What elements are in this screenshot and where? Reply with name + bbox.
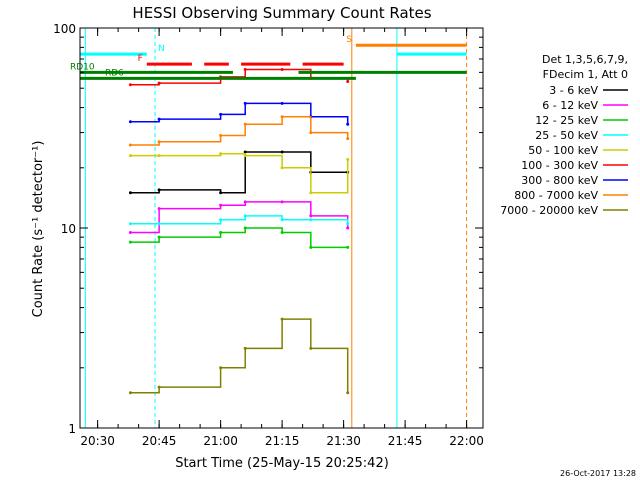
flag-label: RD6: [105, 68, 124, 78]
legend-entry-label: 50 - 100 keV: [528, 144, 598, 157]
data-point: [309, 245, 313, 249]
x-tick-label: 21:00: [203, 434, 238, 448]
data-point: [157, 188, 161, 192]
x-axis-label: Start Time (25-May-15 20:25:42): [175, 456, 389, 471]
data-point: [219, 366, 223, 370]
data-point: [346, 222, 350, 226]
legend-entry-label: 12 - 25 keV: [535, 114, 598, 127]
series-line: [130, 201, 349, 234]
legend-entry-label: 6 - 12 keV: [542, 99, 598, 112]
data-point: [243, 226, 247, 230]
data-point: [219, 134, 223, 138]
data-point: [128, 391, 132, 395]
footer-timestamp: 26-Oct-2017 13:28: [560, 469, 636, 478]
data-point: [346, 158, 350, 162]
data-point: [309, 191, 313, 195]
data-point: [280, 150, 284, 154]
data-point: [157, 385, 161, 389]
data-point: [128, 230, 132, 234]
data-point: [280, 166, 284, 170]
data-point: [157, 222, 161, 226]
data-point: [280, 317, 284, 321]
data-point: [346, 245, 350, 249]
data-point: [157, 140, 161, 144]
series-line: [130, 115, 349, 146]
data-point: [219, 112, 223, 116]
data-point: [219, 191, 223, 195]
data-point: [243, 68, 247, 72]
x-tick-label: 21:45: [388, 434, 423, 448]
data-point: [219, 230, 223, 234]
data-point: [157, 81, 161, 85]
x-tick-label: 21:15: [265, 434, 300, 448]
legend-header-line-2: FDecim 1, Att 0: [543, 68, 628, 81]
data-point: [128, 222, 132, 226]
series-line: [130, 102, 349, 125]
series-line: [130, 227, 348, 249]
legend-entry-label: 100 - 300 keV: [521, 159, 598, 172]
data-point: [309, 346, 313, 350]
data-point: [243, 346, 247, 350]
data-point: [346, 122, 350, 126]
data-point: [128, 143, 132, 147]
series-line: [130, 151, 348, 194]
series-line: [130, 318, 349, 394]
flag-label: RD10: [70, 62, 95, 72]
legend-entry-label: 3 - 6 keV: [549, 84, 598, 97]
data-point: [243, 200, 247, 204]
data-point: [157, 154, 161, 158]
data-point: [157, 235, 161, 239]
data-point: [280, 68, 284, 72]
data-point: [243, 214, 247, 218]
data-point: [346, 137, 350, 141]
data-point: [346, 226, 350, 230]
data-point: [128, 154, 132, 158]
chart-title: HESSI Observing Summary Count Rates: [132, 4, 431, 22]
data-point: [219, 203, 223, 207]
data-point: [128, 83, 132, 87]
y-tick-label: 1: [68, 422, 76, 436]
data-point: [243, 154, 247, 158]
y-tick-label: 10: [61, 222, 76, 236]
data-point: [346, 80, 350, 84]
x-tick-label: 20:45: [142, 434, 177, 448]
data-point: [128, 240, 132, 244]
data-point: [128, 120, 132, 124]
data-point: [280, 115, 284, 119]
flag-label: F: [138, 54, 143, 64]
data-point: [280, 200, 284, 204]
data-point: [280, 230, 284, 234]
x-tick-label: 20:30: [80, 434, 115, 448]
data-point: [346, 391, 350, 395]
data-point: [219, 218, 223, 222]
data-point: [243, 122, 247, 126]
x-tick-label: 21:30: [326, 434, 361, 448]
series-line: [130, 153, 349, 194]
series-line: [130, 215, 349, 225]
legend-entry-label: 300 - 800 keV: [521, 174, 598, 187]
data-point: [243, 150, 247, 154]
data-point: [219, 152, 223, 156]
y-axis-label: Count Rate (s⁻¹ detector⁻¹): [31, 141, 46, 318]
legend-header-line-1: Det 1,3,5,6,7,9,: [542, 53, 628, 66]
data-point: [309, 131, 313, 135]
x-tick-label: 22:00: [449, 434, 484, 448]
legend-entry-label: 7000 - 20000 keV: [500, 204, 598, 217]
data-point: [309, 214, 313, 218]
data-point: [157, 207, 161, 211]
data-point: [280, 218, 284, 222]
legend-entry-label: 25 - 50 keV: [535, 129, 598, 142]
flag-label: S: [346, 35, 352, 45]
data-point: [243, 101, 247, 105]
data-point: [157, 117, 161, 121]
y-tick-label: 100: [53, 22, 76, 36]
data-point: [280, 101, 284, 105]
flag-label: N: [158, 44, 165, 54]
legend-entry-label: 800 - 7000 keV: [514, 189, 598, 202]
data-point: [128, 191, 132, 195]
data-point: [309, 218, 313, 222]
